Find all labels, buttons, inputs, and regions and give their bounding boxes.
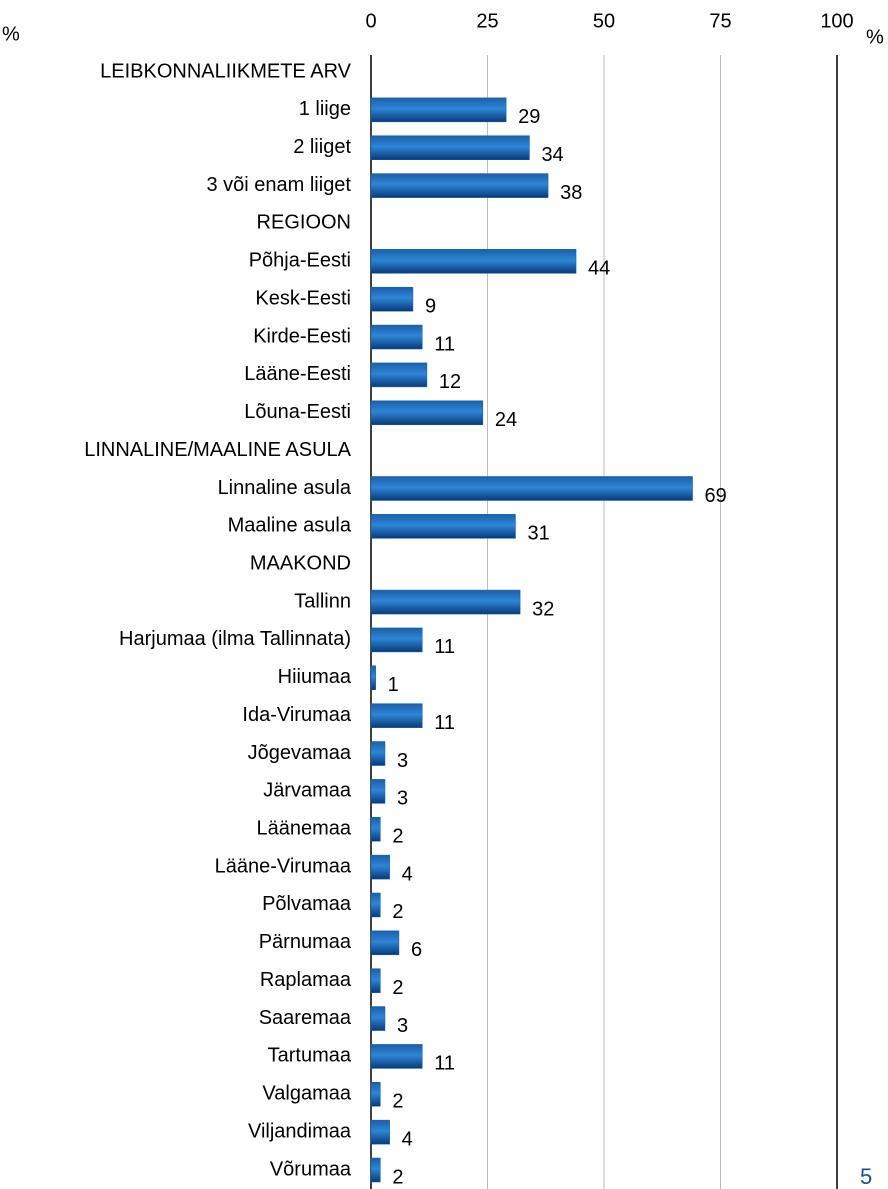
y-tick-label: Võrumaa [270, 1158, 352, 1180]
bar [370, 1157, 381, 1183]
data-label: 2 [392, 1091, 403, 1113]
data-label: 34 [541, 144, 563, 166]
data-label: 11 [434, 636, 455, 658]
bar [370, 854, 390, 880]
y-tick-label: Lääne-Virumaa [215, 855, 352, 877]
data-label: 69 [705, 485, 727, 507]
data-label: 2 [392, 977, 403, 999]
y-tick-label: 2 liiget [293, 136, 351, 158]
y-tick-label: Kirde-Eesti [253, 325, 351, 347]
data-label: 2 [392, 1166, 403, 1188]
y-tick-label: Lääne-Eesti [244, 363, 351, 385]
y-tick-label: Pärnumaa [259, 931, 352, 953]
y-tick-label: LINNALINE/MAALINE ASULA [84, 439, 351, 461]
y-tick-label: Tartumaa [268, 1045, 352, 1067]
x-tick-label: 25 [476, 10, 498, 32]
y-tick-label: MAAKOND [250, 552, 351, 574]
x-tick-label: 0 [365, 10, 376, 32]
bar [370, 589, 521, 615]
y-tick-label: Kesk-Eesti [255, 287, 351, 309]
data-label: 4 [402, 1128, 413, 1150]
y-tick-label: 1 liige [299, 98, 351, 120]
y-tick-label: Läänemaa [256, 818, 351, 840]
bar [370, 514, 516, 539]
y-tick-label: Põlvamaa [262, 893, 352, 915]
bar [370, 173, 549, 198]
data-label: 3 [397, 750, 408, 772]
bar [370, 324, 423, 350]
data-label: 1 [388, 674, 399, 696]
y-tick-label: Maaline asula [228, 515, 352, 537]
y-tick-label: Hiiumaa [278, 666, 352, 688]
y-tick-label: Lõuna-Eesti [244, 401, 351, 423]
bar [370, 400, 484, 426]
data-label: 29 [518, 106, 540, 128]
y-tick-label: REGIOON [257, 212, 351, 234]
data-label: 2 [392, 826, 403, 848]
x-tick-label: 50 [593, 10, 615, 32]
y-tick-label: 3 või enam liiget [206, 174, 351, 196]
y-tick-label: Harjumaa (ilma Tallinnata) [119, 628, 351, 650]
bar [370, 286, 414, 312]
data-label: 38 [560, 182, 582, 204]
unit-label: % [2, 23, 20, 45]
data-label: 44 [588, 258, 610, 280]
bar [370, 1006, 386, 1031]
page-number: 5 [860, 1164, 872, 1189]
data-label: 3 [397, 788, 408, 810]
bar [370, 1082, 381, 1107]
data-label: 24 [495, 409, 517, 431]
bar [370, 779, 386, 804]
bar [370, 1119, 390, 1145]
bar [370, 892, 381, 918]
y-tick-label: Raplamaa [260, 969, 352, 991]
y-tick-label: Viljandimaa [248, 1120, 352, 1142]
bar [370, 968, 381, 993]
data-label: 11 [434, 712, 455, 734]
data-label: 6 [411, 939, 422, 961]
data-label: 32 [532, 598, 554, 620]
bar [370, 362, 428, 388]
x-tick-label: 75 [709, 10, 731, 32]
data-label: 11 [434, 333, 455, 355]
bar [370, 665, 376, 691]
bar [370, 249, 577, 274]
y-tick-label: Valgamaa [262, 1083, 351, 1105]
data-label: 31 [527, 523, 549, 545]
y-tick-label: Jõgevamaa [248, 742, 352, 764]
y-tick-label: Ida-Virumaa [242, 704, 351, 726]
y-tick-label: Linnaline asula [218, 477, 352, 499]
bar [370, 135, 530, 160]
y-tick-label: Saaremaa [259, 1007, 352, 1029]
data-label: 9 [425, 295, 436, 317]
bar [370, 627, 423, 653]
bar [370, 741, 386, 766]
data-label: 3 [397, 1015, 408, 1037]
data-label: 12 [439, 371, 461, 393]
bar [370, 930, 400, 956]
data-label: 11 [434, 1053, 455, 1075]
bar [370, 703, 423, 728]
bar [370, 1044, 423, 1069]
unit-label: % [866, 26, 884, 48]
y-tick-label: Järvamaa [263, 780, 352, 802]
bar [370, 816, 381, 842]
data-label: 2 [392, 901, 403, 923]
x-tick-label: 100 [820, 10, 853, 32]
bar [370, 97, 507, 123]
y-tick-label: Tallinn [294, 590, 351, 612]
y-tick-label: LEIBKONNALIIKMETE ARV [100, 60, 351, 82]
bar [370, 476, 693, 501]
y-tick-label: Põhja-Eesti [249, 250, 351, 272]
data-label: 4 [402, 863, 413, 885]
